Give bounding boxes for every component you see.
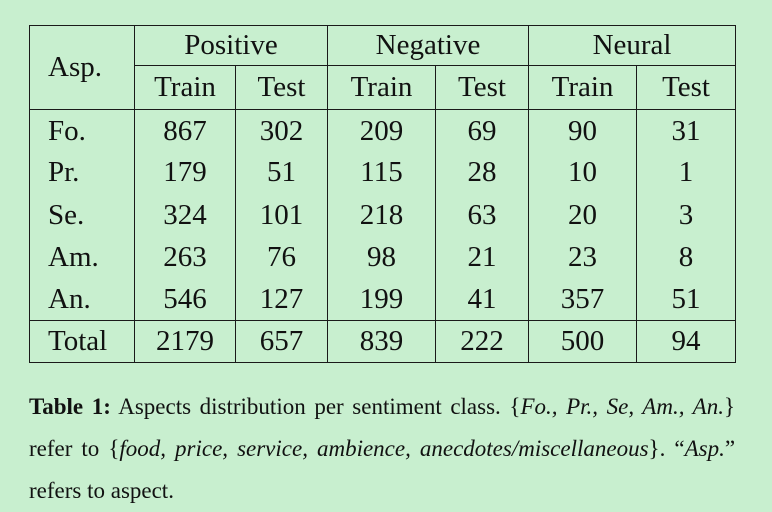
subheader-cell: Train (134, 65, 236, 111)
table-cell: 218 (327, 193, 436, 237)
table-cell: 222 (434, 319, 530, 364)
caption-italic: Fo., Pr., Se, Am., An. (520, 394, 724, 419)
table-cell: 41 (434, 278, 530, 321)
table-cell: 20 (528, 193, 638, 237)
table-cell: 2179 (134, 319, 236, 364)
table-cell: 115 (327, 151, 436, 194)
table-cell: 101 (235, 193, 328, 237)
row-label: Pr. (29, 151, 135, 194)
row-label: Se. (29, 193, 135, 237)
caption-italic: food, price, service, ambience, anecdote… (119, 436, 649, 461)
table-cell: 63 (434, 193, 530, 237)
table-cell: 23 (528, 236, 638, 279)
row-label: Fo. (29, 109, 135, 152)
table-row: Pr. 179 51 115 28 10 1 (29, 151, 737, 194)
table-row: An. 546 127 199 41 357 51 (29, 278, 737, 321)
subheader-cell: Train (327, 65, 436, 111)
asp-header: Asp. (29, 24, 135, 111)
group-header-negative: Negative (326, 24, 530, 67)
total-row: Total 2179 657 839 222 500 94 (29, 319, 737, 364)
table-cell: 357 (528, 278, 638, 321)
table-cell: 1 (636, 151, 737, 194)
table-cell: 867 (134, 109, 236, 152)
subheader-cell: Test (434, 65, 530, 111)
table-cell: 839 (327, 319, 436, 364)
table-cell: 69 (434, 109, 530, 152)
table-cell: 500 (528, 319, 638, 364)
table-cell: 657 (235, 319, 328, 364)
group-header-neural: Neural (528, 24, 737, 67)
subheader-cell: Train (528, 65, 638, 111)
row-label: Am. (29, 236, 135, 279)
row-label: An. (29, 278, 135, 321)
table-cell: 21 (434, 236, 530, 279)
table-cell: 51 (235, 151, 328, 194)
table-cell: 3 (636, 193, 737, 237)
group-header-positive: Positive (134, 24, 328, 67)
table-cell: 98 (327, 236, 436, 279)
table-cell: 199 (327, 278, 436, 321)
table-cell: 127 (235, 278, 328, 321)
caption-italic: Asp. (684, 436, 725, 461)
caption-text: }. “ (648, 436, 685, 461)
table-cell: 179 (134, 151, 236, 194)
caption-text: Aspects distribution per sentiment class… (110, 394, 521, 419)
table-cell: 10 (528, 151, 638, 194)
table-row: Am. 263 76 98 21 23 8 (29, 236, 737, 279)
table-cell: 51 (636, 278, 737, 321)
subheader-cell: Test (636, 65, 737, 111)
table-caption: Table 1: Aspects distribution per sentim… (29, 386, 735, 512)
table-cell: 90 (528, 109, 638, 152)
table-cell: 94 (636, 319, 737, 364)
caption-text: } refer to { (29, 394, 735, 461)
caption-label: Table 1: (29, 394, 111, 419)
table-cell: 324 (134, 193, 236, 237)
table-row: Se. 324 101 218 63 20 3 (29, 193, 737, 237)
table-cell: 8 (636, 236, 737, 279)
table-row: Fo. 867 302 209 69 90 31 (29, 109, 737, 152)
group-header-row: Asp. Positive Negative Neural (29, 24, 737, 111)
subheader-cell: Test (235, 65, 328, 111)
table-cell: 76 (235, 236, 328, 279)
table-cell: 263 (134, 236, 236, 279)
aspects-distribution-table: Asp. Positive Negative Neural Train Test… (29, 24, 737, 364)
table-cell: 31 (636, 109, 737, 152)
table-cell: 302 (235, 109, 328, 152)
row-label: Total (29, 319, 135, 364)
table-cell: 209 (327, 109, 436, 152)
caption-text: ” refers to aspect. (29, 436, 736, 503)
subheader-row: Train Test Train Test Train Test (30, 65, 737, 111)
table-cell: 28 (434, 151, 530, 194)
table-cell: 546 (134, 278, 236, 321)
